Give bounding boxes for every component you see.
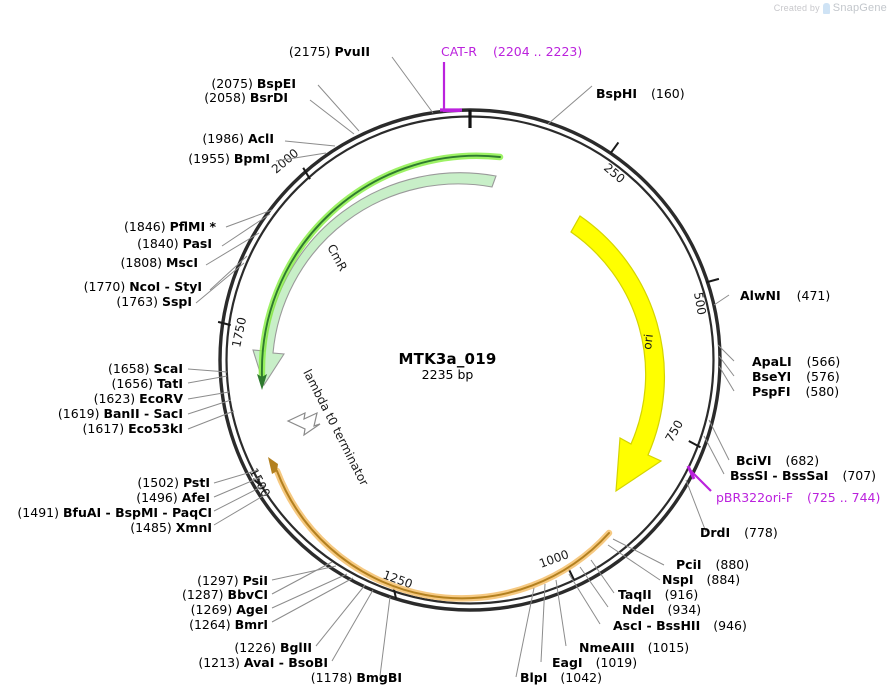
pbr322ori-f-leader [689, 469, 712, 492]
cmr-label: CmR [324, 242, 350, 274]
site-label-apali[interactable]: ApaLI (566) [752, 354, 841, 369]
site-label-taqii[interactable]: TaqII (916) [618, 587, 699, 602]
site-label-nspi[interactable]: NspI (884) [662, 572, 741, 587]
site-label-acli[interactable]: (1986) AclI [202, 131, 274, 146]
site-label-psii[interactable]: (1297) PsiI [197, 573, 268, 588]
site-label-pasi[interactable]: (1840) PasI [137, 236, 212, 251]
ruler-ticks: 250 500 750 1000 1250 1500 1750 2000 [217, 141, 720, 600]
tick-label-500: 500 [691, 291, 709, 316]
cat-r-bracket [442, 62, 460, 113]
tick-label-2000: 2000 [269, 146, 301, 176]
watermark-prefix: Created by [773, 3, 820, 13]
site-label-bcivi[interactable]: BciVI (682) [736, 453, 820, 468]
snapgene-logo-icon [822, 2, 830, 14]
orange-arc-highlight [273, 467, 613, 602]
site-label-eco53ki[interactable]: (1617) Eco53kI [82, 421, 183, 436]
orange-arc-line [276, 470, 610, 600]
site-label-psti[interactable]: (1502) PstI [137, 475, 210, 490]
label-leader-lines [187, 56, 735, 678]
site-label-bspei[interactable]: (2075) BspEI [211, 76, 296, 91]
page-title: MTK3a_019 [398, 350, 497, 368]
primer-cat-r[interactable] [440, 62, 462, 113]
site-label-avai-bsobi[interactable]: (1213) AvaI - BsoBI [198, 655, 328, 670]
cmr-highlight-line [261, 154, 501, 378]
site-label-bbvci[interactable]: (1287) BbvCI [181, 587, 268, 602]
feature-orange-arc[interactable] [268, 457, 613, 602]
site-label-bsphi[interactable]: BspHI (160) [596, 86, 685, 101]
site-label-bfuai-bspmi-paqci[interactable]: (1491) BfuAI - BspMI - PaqCI [17, 505, 212, 520]
tick-label-1750: 1750 [229, 316, 249, 349]
snapgene-watermark: Created by SnapGene [774, 2, 887, 14]
site-label-pspfi[interactable]: PspFI (580) [752, 384, 840, 399]
plasmid-size: 2235 bp [421, 367, 474, 382]
site-label-drdi[interactable]: DrdI (778) [700, 525, 778, 540]
site-label-ecorv[interactable]: (1623) EcoRV [93, 391, 183, 406]
site-label-ncoi-styi[interactable]: (1770) NcoI - StyI [83, 279, 202, 294]
feature-lambda-t0-terminator[interactable]: lambda t0 terminator [286, 367, 371, 488]
site-label-bpmi[interactable]: (1955) BpmI [188, 151, 270, 166]
site-label-tati[interactable]: (1656) TatI [111, 376, 183, 391]
site-label-alwni[interactable]: AlwNI (471) [740, 288, 831, 303]
site-label-bseyi[interactable]: BseYI (576) [752, 369, 840, 384]
site-label-bsrdi[interactable]: (2058) BsrDI [204, 90, 288, 105]
primer-pbr322ori-f[interactable] [686, 465, 712, 492]
site-label-banii-saci[interactable]: (1619) BanII - SacI [57, 406, 183, 421]
site-label-msci[interactable]: (1808) MscI [120, 255, 198, 270]
site-label-pflmi[interactable]: (1846) PflMI * [124, 219, 216, 234]
site-label-agei[interactable]: (1269) AgeI [190, 602, 268, 617]
primer-label-pbr322ori-f[interactable]: pBR322ori-F (725 .. 744) [716, 490, 881, 505]
site-label-blpi[interactable]: BlpI (1042) [520, 670, 602, 685]
watermark-brand: SnapGene [832, 2, 887, 14]
primer-label-cat-r[interactable]: CAT-R (2204 .. 2223) [441, 44, 583, 59]
ori-label: ori [640, 333, 656, 350]
site-label-scai[interactable]: (1658) ScaI [107, 361, 183, 376]
site-label-eagi[interactable]: EagI (1019) [552, 655, 638, 670]
ori-arrow [570, 215, 666, 493]
orange-arc-arrowhead [268, 457, 278, 474]
site-label-bsssi-bsssai[interactable]: BssSI - BssSaI (707) [730, 468, 877, 483]
site-label-pcii[interactable]: PciI (880) [676, 557, 750, 572]
site-label-bmgbi[interactable]: (1178) BmgBI [310, 670, 402, 685]
site-label-ndei[interactable]: NdeI (934) [622, 602, 702, 617]
site-label-bmri[interactable]: (1264) BmrI [189, 617, 268, 632]
site-label-afei[interactable]: (1496) AfeI [136, 490, 210, 505]
site-label-asci-bsshii[interactable]: AscI - BssHII (946) [613, 618, 747, 633]
pbr322ori-f-marker [686, 465, 696, 480]
cmr-arrow [252, 172, 497, 387]
terminator-arrow-icon [286, 411, 321, 437]
tick-label-750: 750 [662, 418, 686, 445]
site-label-sspi[interactable]: (1763) SspI [116, 294, 192, 309]
site-label-bglii[interactable]: (1226) BglII [234, 640, 312, 655]
cmr-highlight-arrowhead [257, 374, 267, 390]
site-label-xmni[interactable]: (1485) XmnI [130, 520, 212, 535]
site-label-nmeaiii[interactable]: NmeAIII (1015) [579, 640, 690, 655]
feature-ori[interactable]: ori [570, 215, 666, 493]
site-label-pvuii[interactable]: (2175) PvuII [288, 44, 370, 59]
